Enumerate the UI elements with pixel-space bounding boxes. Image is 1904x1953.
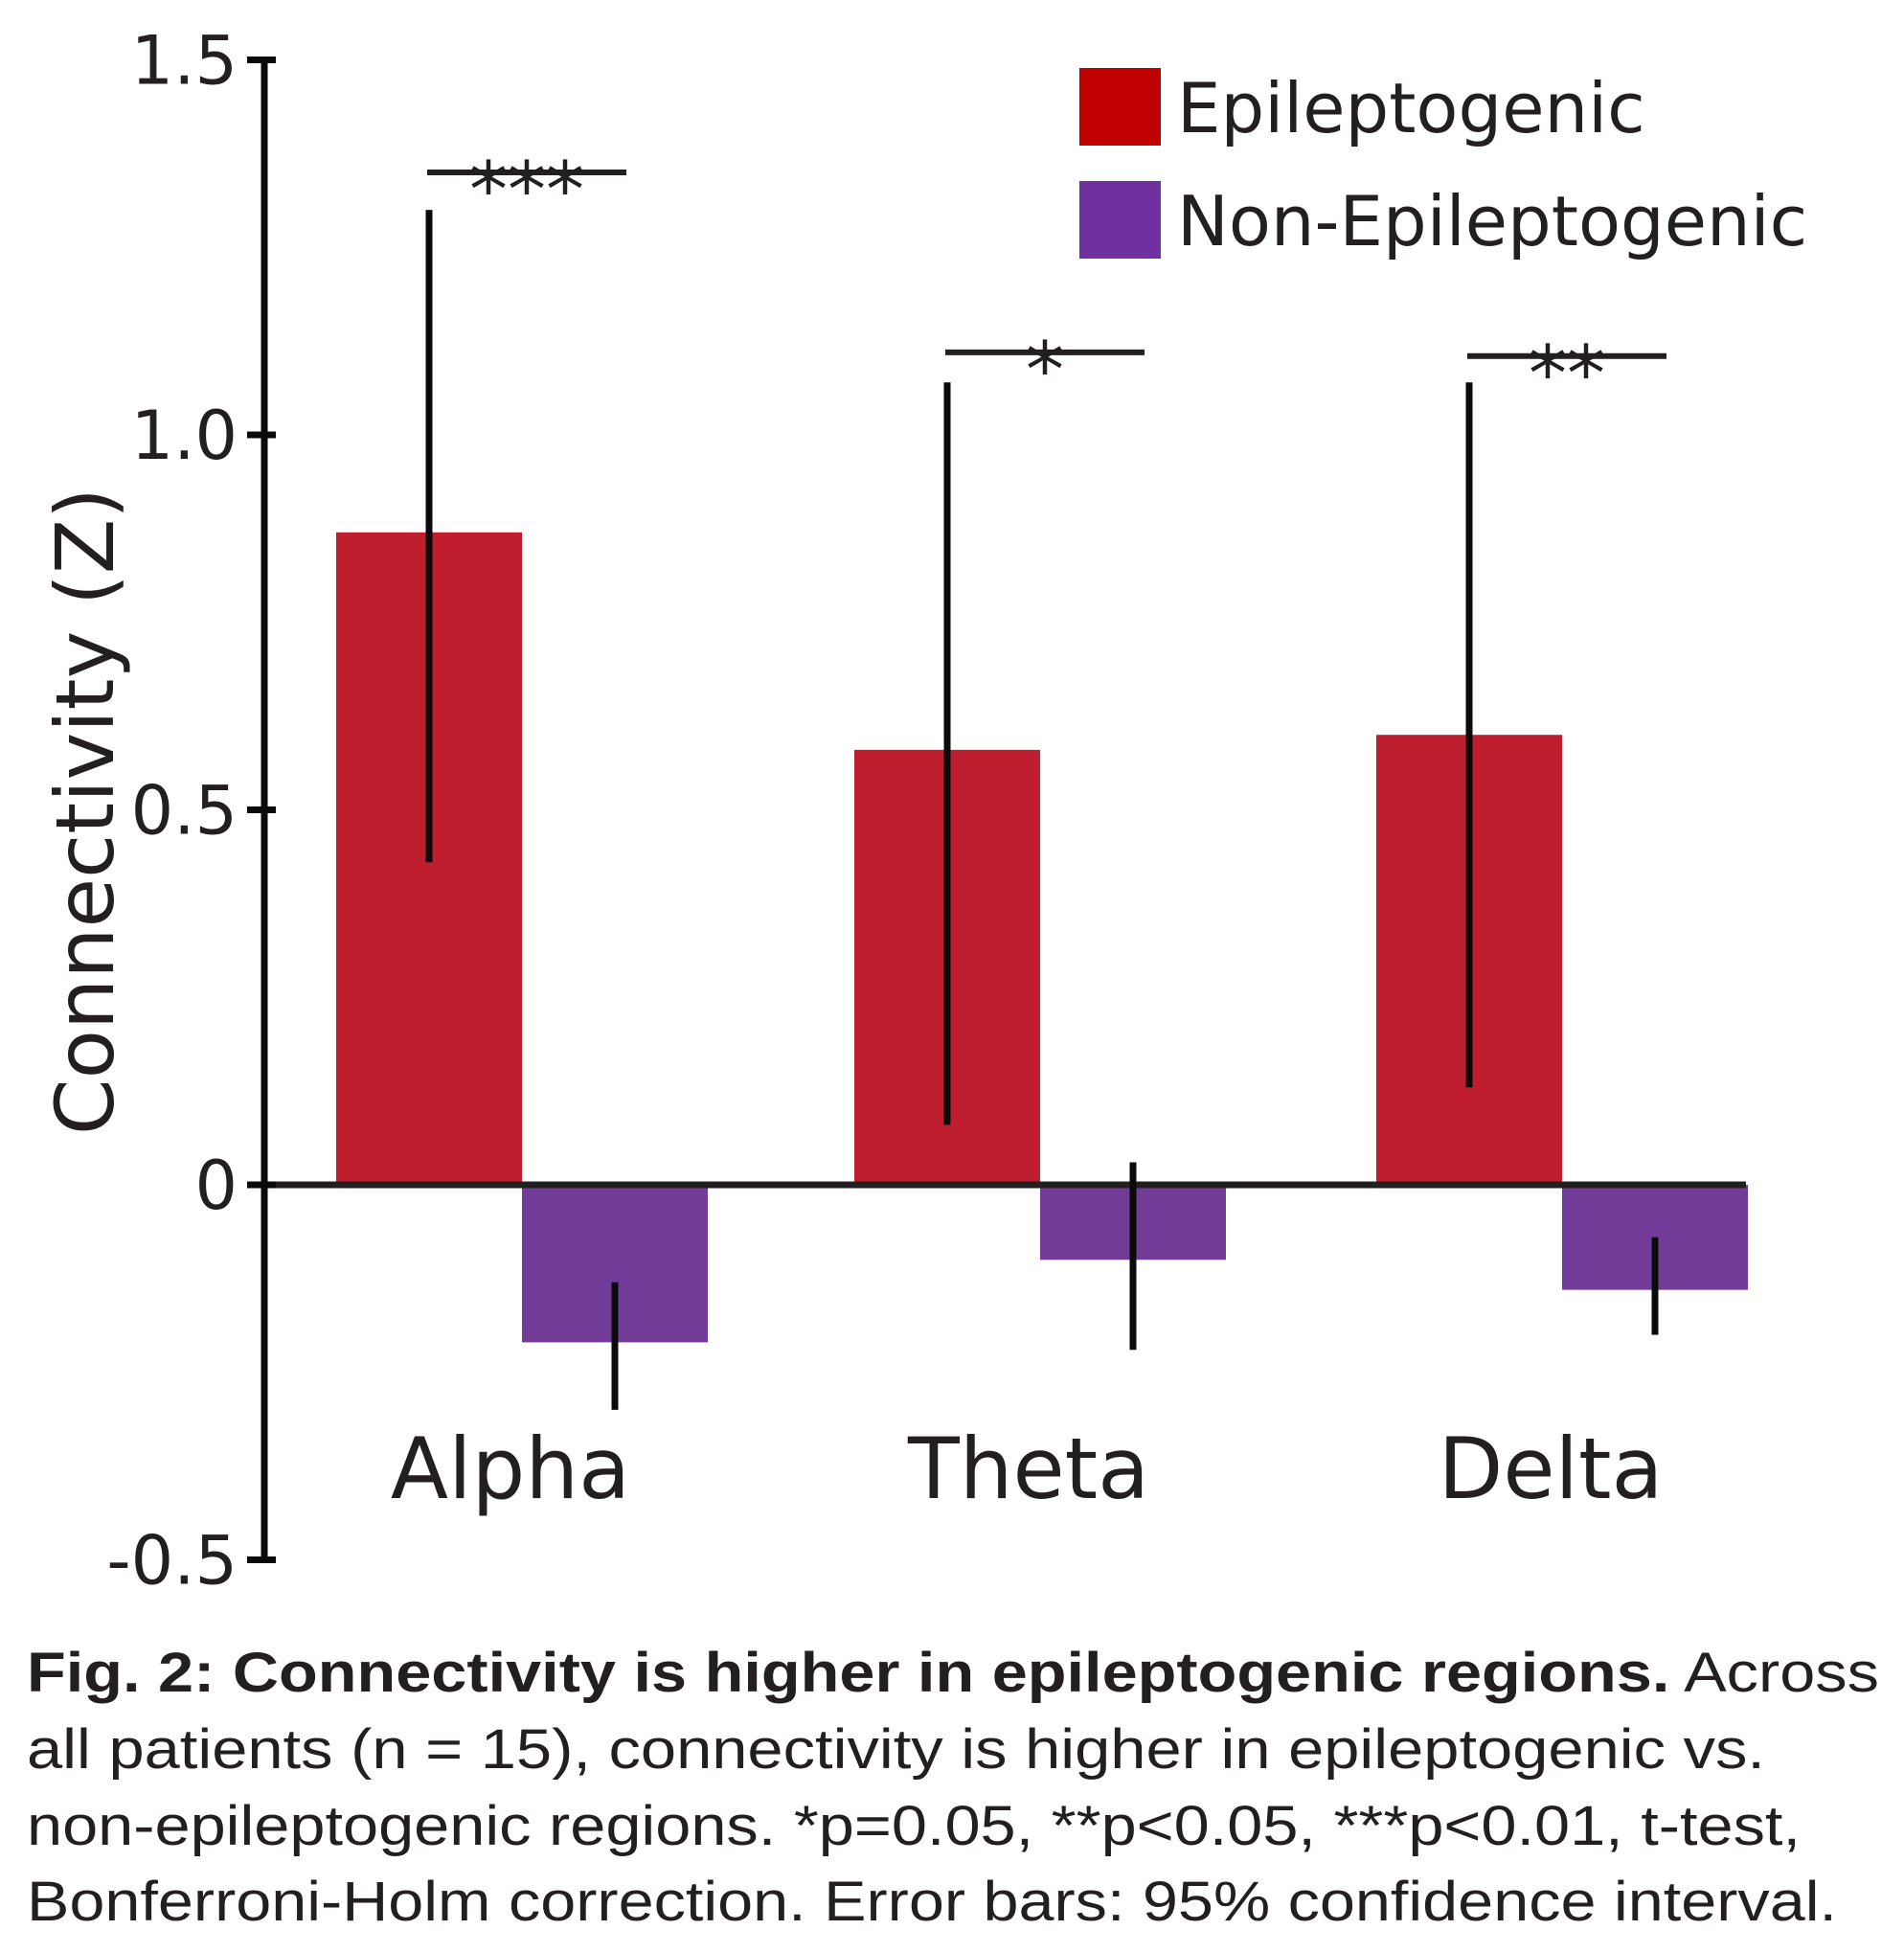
y-tick-label: 1.0 [131, 397, 238, 475]
y-axis: 1.5 1.0 0.5 0 -0.5 [106, 22, 1746, 1601]
figure-caption: Fig. 2: Connectivity is higher in epilep… [27, 1642, 1879, 1933]
y-axis-title: Connectivity (Z) [38, 488, 132, 1135]
caption-text: Across [1669, 1642, 1879, 1704]
bars-layer [336, 532, 1748, 1343]
category-label-alpha: Alpha [391, 1419, 630, 1518]
y-tick-label: 0 [194, 1147, 238, 1225]
significance-label: ** [1529, 329, 1605, 419]
error-bars [425, 210, 1659, 1410]
legend-swatch-non-epileptogenic [1079, 181, 1161, 259]
legend-label-epileptogenic: Epileptogenic [1177, 68, 1645, 148]
caption-title: Fig. 2: Connectivity is higher in epilep… [27, 1642, 1669, 1704]
caption-line-1: Fig. 2: Connectivity is higher in epilep… [27, 1642, 1879, 1704]
category-label-theta: Theta [907, 1419, 1149, 1518]
category-labels: Alpha Theta Delta [391, 1419, 1664, 1518]
significance-label: * [1026, 326, 1064, 415]
category-label-delta: Delta [1439, 1419, 1664, 1518]
y-tick-label: 0.5 [131, 772, 238, 851]
significance-markers: **** ** [427, 146, 1666, 419]
y-tick-label: 1.5 [131, 22, 238, 101]
y-tick-label: -0.5 [106, 1522, 238, 1601]
significance-label: *** [469, 146, 584, 235]
caption-line-3: non-epileptogenic regions. *p=0.05, **p<… [27, 1795, 1801, 1857]
legend-label-non-epileptogenic: Non-Epileptogenic [1177, 181, 1807, 261]
legend-swatch-epileptogenic [1079, 68, 1161, 146]
legend: Epileptogenic Non-Epileptogenic [1079, 68, 1807, 261]
caption-line-4: Bonferroni-Holm correction. Error bars: … [27, 1871, 1837, 1933]
caption-line-2: all patients (n = 15), connectivity is h… [27, 1718, 1765, 1781]
